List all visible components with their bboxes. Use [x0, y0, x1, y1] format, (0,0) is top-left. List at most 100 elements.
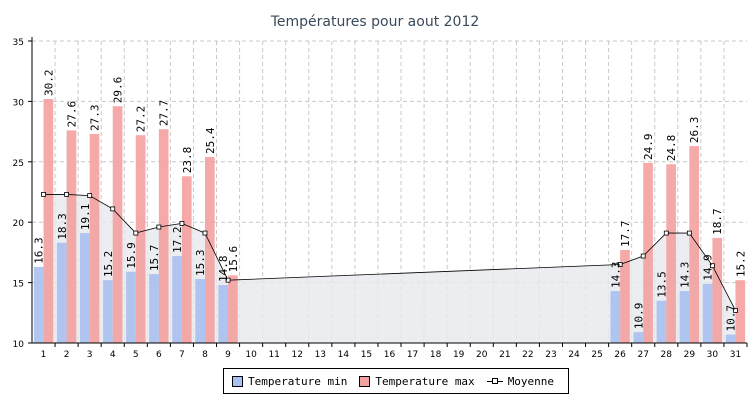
bar-min [633, 332, 644, 343]
bar-max [620, 249, 630, 343]
x-tick-label: 5 [133, 350, 139, 360]
y-tick-label: 20 [13, 219, 25, 229]
data-label-max: 26.3 [688, 117, 701, 144]
average-area [43, 194, 736, 343]
x-tick-label: 10 [245, 350, 257, 360]
average-point [225, 277, 231, 283]
average-point [640, 253, 646, 259]
x-tick-label: 15 [361, 350, 372, 360]
data-label-min: 14.9 [702, 254, 715, 281]
bar-max [112, 106, 123, 344]
x-tick-label: 1 [41, 350, 47, 360]
y-tick-label: 10 [13, 340, 25, 350]
data-label-max: 24.8 [665, 135, 678, 162]
bar-min [172, 256, 182, 343]
data-label-min: 15.7 [148, 245, 161, 272]
x-tick-label: 13 [315, 350, 326, 360]
bar-max [135, 135, 146, 343]
bar-max [181, 176, 192, 343]
data-label-max: 23.8 [181, 147, 194, 174]
data-label-min: 14.8 [217, 256, 230, 283]
data-label-max: 27.2 [135, 106, 148, 133]
data-label-min: 15.9 [125, 242, 138, 269]
x-tick-label: 30 [707, 350, 719, 360]
bar-min [656, 300, 667, 343]
bar-min [149, 274, 159, 343]
bar-max [89, 134, 100, 343]
x-tick-label: 31 [730, 350, 741, 360]
average-point [663, 230, 669, 236]
x-tick-label: 24 [568, 350, 580, 360]
data-label-min: 16.3 [33, 237, 46, 264]
bar-min [702, 283, 713, 343]
x-tick-label: 6 [156, 350, 162, 360]
bar-min [33, 266, 44, 343]
data-label-max: 15.6 [227, 246, 240, 273]
data-label-min: 19.1 [79, 204, 92, 231]
x-tick-label: 12 [292, 350, 303, 360]
data-label-min: 18.3 [56, 213, 69, 240]
data-label-min: 10.9 [632, 303, 645, 330]
x-tick-label: 27 [637, 350, 648, 360]
data-label-min: 14.3 [609, 262, 622, 289]
bar-min [103, 280, 113, 343]
bar-max [204, 156, 215, 343]
data-label-max: 27.6 [65, 101, 78, 128]
data-label-max: 30.2 [42, 69, 55, 96]
data-label-min: 13.5 [655, 271, 668, 298]
legend-item-min: Temperature min [232, 375, 347, 388]
legend-label-max: Temperature max [375, 374, 475, 388]
average-point [710, 263, 715, 269]
data-label-max: 27.7 [158, 100, 171, 127]
bar-min [218, 285, 229, 343]
average-point [686, 230, 692, 236]
legend-swatch-avg [486, 377, 503, 385]
average-point [733, 307, 738, 313]
y-tick-label: 30 [13, 98, 25, 108]
data-label-max: 15.2 [734, 251, 747, 278]
x-tick-label: 2 [64, 350, 70, 360]
chart-title: Températures pour aout 2012 [270, 14, 480, 30]
x-tick-label: 19 [453, 350, 465, 360]
data-label-max: 29.6 [112, 77, 125, 104]
data-label-min: 10.7 [725, 305, 738, 332]
legend-label-min: Temperature min [248, 374, 348, 388]
average-point [133, 230, 139, 236]
x-tick-label: 17 [407, 350, 418, 360]
average-point [41, 192, 46, 197]
bar-min [195, 278, 205, 343]
average-point [110, 206, 116, 212]
bar-min [725, 334, 736, 343]
x-tick-label: 18 [430, 350, 442, 360]
legend-swatch-max [359, 375, 371, 387]
bar-max [689, 146, 700, 343]
x-tick-label: 28 [661, 350, 673, 360]
average-point [179, 221, 185, 226]
x-tick-label: 16 [384, 350, 396, 360]
data-label-max: 24.9 [642, 134, 655, 161]
y-tick-label: 35 [13, 38, 24, 48]
legend: Temperature min Temperature max Moyenne [223, 368, 570, 394]
x-tick-label: 20 [476, 350, 488, 360]
legend-item-avg: Moyenne [486, 374, 555, 388]
data-label-max: 17.7 [619, 220, 632, 247]
legend-label-avg: Moyenne [507, 374, 555, 388]
bar-max [712, 237, 723, 343]
bar-max [666, 164, 676, 343]
data-label-max: 25.4 [204, 127, 217, 154]
bar-max [735, 280, 746, 343]
bar-max [643, 163, 653, 343]
y-tick-label: 15 [13, 280, 24, 290]
bar-max [228, 275, 238, 343]
average-point [64, 192, 69, 197]
average-point [156, 224, 162, 230]
data-label-min: 14.3 [678, 262, 691, 289]
x-tick-label: 26 [614, 350, 626, 360]
legend-item-max: Temperature max [359, 374, 475, 388]
data-label-min: 15.2 [102, 251, 115, 278]
data-label-max: 27.3 [89, 105, 102, 132]
average-point [202, 230, 208, 236]
x-tick-label: 9 [225, 350, 231, 360]
bar-min [79, 233, 90, 343]
